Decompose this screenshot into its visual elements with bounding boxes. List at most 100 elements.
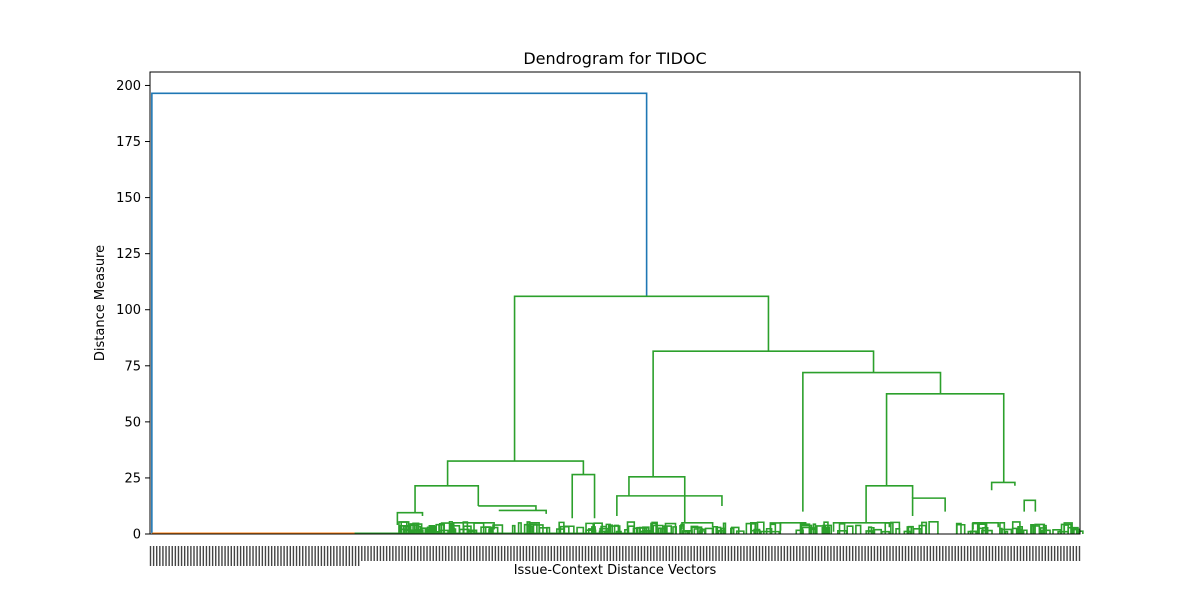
leaf-tick-label: [1066, 546, 1068, 561]
leaf-tick-label: [709, 546, 711, 561]
leaf-tick-label: [162, 546, 164, 566]
leaf-tick-label: [171, 546, 173, 566]
leaf-tick-label: [842, 546, 845, 561]
leaf-tick-label: [382, 546, 385, 561]
leaf-tick-label: [286, 546, 288, 566]
leaf-tick-label: [323, 546, 326, 566]
leaf-tick-label: [494, 546, 497, 561]
leaf-tick-label: [796, 546, 798, 561]
leaf-tick-label: [587, 546, 590, 561]
leaf-tick-label: [314, 546, 316, 566]
leaf-tick-label: [376, 546, 379, 561]
leaf-tick-label: [966, 546, 969, 561]
leaf-tick-label: [1013, 546, 1015, 561]
leaf-tick-label: [668, 546, 671, 561]
leaf-tick-label: [550, 546, 553, 561]
leaf-tick-label: [525, 546, 528, 561]
leaf-tick-label: [814, 546, 817, 561]
leaf-tick-label: [535, 546, 537, 561]
leaf-tick-label: [873, 546, 876, 561]
leaf-tick-label: [830, 546, 832, 561]
leaf-tick-label: [640, 546, 643, 561]
leaf-tick-label: [733, 546, 736, 561]
leaf-tick-label: [258, 546, 260, 566]
leaf-tick-label: [938, 546, 941, 561]
leaf-tick-label: [827, 546, 829, 561]
leaf-tick-label: [563, 546, 565, 561]
leaf-tick-label: [659, 546, 661, 561]
leaf-tick-label: [820, 546, 823, 561]
leaf-tick-label: [165, 546, 167, 566]
leaf-tick-label: [357, 546, 360, 566]
leaf-tick-label: [429, 546, 431, 561]
leaf-tick-label: [764, 546, 767, 561]
leaf-tick-label: [590, 546, 593, 561]
leaf-tick-label: [802, 546, 804, 561]
leaf-tick-label: [954, 546, 956, 561]
leaf-tick-label: [348, 546, 351, 566]
leaf-tick-label: [1057, 546, 1059, 561]
dendrogram-link-green-cluster: [513, 295, 770, 462]
dendrogram-links: [151, 92, 1084, 535]
dendrogram-link-green-cluster: [652, 350, 875, 477]
leaf-tick-label: [1075, 546, 1078, 561]
leaf-tick-label: [451, 546, 453, 561]
leaf-tick-label: [513, 546, 515, 561]
leaf-tick-label: [811, 546, 813, 561]
leaf-tick-label: [460, 546, 462, 561]
leaf-tick-label: [783, 546, 786, 561]
leaf-tick-label: [929, 546, 932, 561]
leaf-tick-label: [283, 546, 285, 566]
leaf-tick-label: [370, 546, 372, 561]
leaf-tick-label: [1001, 546, 1003, 561]
leaf-tick-label: [1004, 546, 1006, 561]
leaf-tick-label: [404, 546, 406, 561]
leaf-tick-label: [609, 546, 612, 561]
dendrogram-link-green-cluster: [466, 529, 478, 534]
leaf-tick-label: [485, 546, 487, 561]
leaf-tick-label: [224, 546, 226, 566]
leaf-tick-label: [584, 546, 587, 561]
leaf-tick-label: [935, 546, 938, 561]
leaf-tick-label: [320, 546, 323, 566]
leaf-tick-label: [702, 546, 705, 561]
dendrogram-link-green-cluster: [412, 522, 420, 534]
dendrogram-link-green-cluster: [865, 484, 914, 523]
dendrogram-link-green-cluster: [704, 527, 714, 534]
leaf-tick-label: [556, 546, 559, 561]
dendrogram-link-green-cluster: [699, 528, 707, 534]
leaf-tick-label: [768, 546, 770, 561]
leaf-tick-label: [342, 546, 344, 566]
leaf-tick-label: [528, 546, 531, 561]
leaf-tick-label: [752, 546, 754, 561]
leaf-tick-label: [848, 546, 851, 561]
dendrogram-link-green-cluster: [1073, 528, 1078, 534]
leaf-tick-label: [1019, 546, 1022, 561]
dendrogram-link-green-cluster: [846, 525, 854, 534]
leaf-tick-label: [597, 546, 599, 561]
leaf-tick-label: [317, 546, 319, 566]
leaf-tick-label: [423, 546, 425, 561]
leaf-tick-label: [575, 546, 577, 561]
dendrogram-link-green-cluster: [800, 524, 813, 534]
dendrogram-link-green-cluster: [816, 525, 827, 534]
leaf-tick-label: [898, 546, 900, 561]
dendrogram-link-green-cluster: [921, 521, 928, 534]
leaf-tick-label: [1007, 546, 1009, 561]
leaf-tick-label: [677, 546, 680, 561]
leaf-tick-label: [364, 546, 366, 561]
leaf-tick-label: [622, 546, 624, 561]
leaf-tick-label: [867, 546, 869, 561]
y-tick-label: 125: [116, 247, 141, 262]
leaf-tick-label: [886, 546, 888, 561]
leaf-tick-label: [1060, 546, 1062, 561]
leaf-tick-label: [963, 546, 966, 561]
leaf-tick-label: [1044, 546, 1047, 561]
leaf-tick-label: [239, 546, 242, 566]
leaf-tick-label: [705, 546, 708, 561]
x-axis-leaf-ticks: [149, 546, 1081, 566]
y-tick-label: 75: [124, 359, 141, 374]
leaf-tick-label: [870, 546, 873, 561]
leaf-tick-label: [945, 546, 947, 561]
dendrogram-link-green-cluster: [650, 522, 657, 534]
